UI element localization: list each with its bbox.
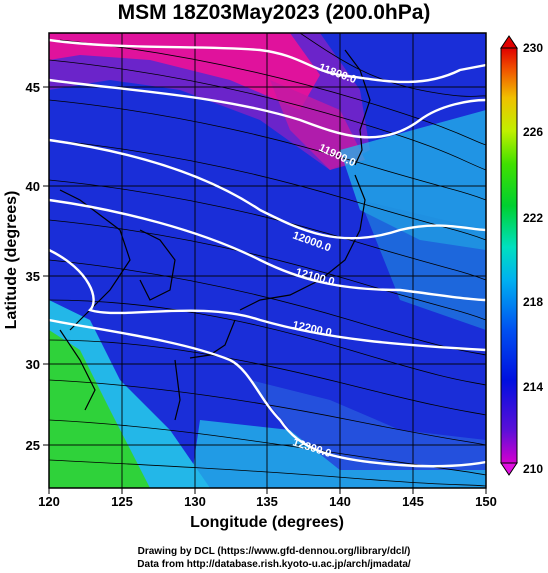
colorbar-tick-label: 222 <box>523 211 543 225</box>
colorbar-min-arrow <box>500 462 518 476</box>
y-axis: 25 30 35 40 45 Latitude (degrees) <box>3 80 49 453</box>
x-tick-label: 125 <box>111 494 133 509</box>
x-tick-label: 145 <box>402 494 424 509</box>
y-tick-label: 40 <box>26 179 40 194</box>
x-tick-label: 140 <box>329 494 351 509</box>
x-tick-label: 135 <box>256 494 278 509</box>
x-tick-label: 130 <box>184 494 206 509</box>
y-axis-title: Latitude (degrees) <box>3 191 20 330</box>
y-tick-label: 25 <box>26 438 40 453</box>
map-field: 11800.0 11900.0 12000.0 12100.0 12200.0 … <box>49 33 486 488</box>
x-axis-title: Longitude (degrees) <box>190 514 344 531</box>
colorbar: 210 214 218 222 226 230 <box>500 35 543 476</box>
footer-credit-data: Data from http://database.rish.kyoto-u.a… <box>137 559 411 570</box>
colorbar-tick-label: 210 <box>523 462 543 476</box>
y-tick-label: 30 <box>26 357 40 372</box>
colorbar-tick-label: 214 <box>523 380 543 394</box>
colorbar-max-arrow <box>500 35 518 49</box>
map-title: MSM 18Z03May2023 (200.0hPa) <box>117 1 431 24</box>
x-tick-label: 150 <box>475 494 497 509</box>
x-axis: 120 125 130 135 140 145 150 Longitude (d… <box>38 488 497 531</box>
colorbar-tick-label: 218 <box>523 295 543 309</box>
y-tick-label: 35 <box>26 269 40 284</box>
x-tick-label: 120 <box>38 494 60 509</box>
footer-credit-drawing: Drawing by DCL (https://www.gfd-dennou.o… <box>137 546 411 557</box>
colorbar-tick-label: 226 <box>523 125 543 139</box>
streamlines <box>49 33 486 487</box>
colorbar-tick-label: 230 <box>523 41 543 55</box>
height-contours <box>49 38 486 468</box>
y-tick-label: 45 <box>26 80 40 95</box>
